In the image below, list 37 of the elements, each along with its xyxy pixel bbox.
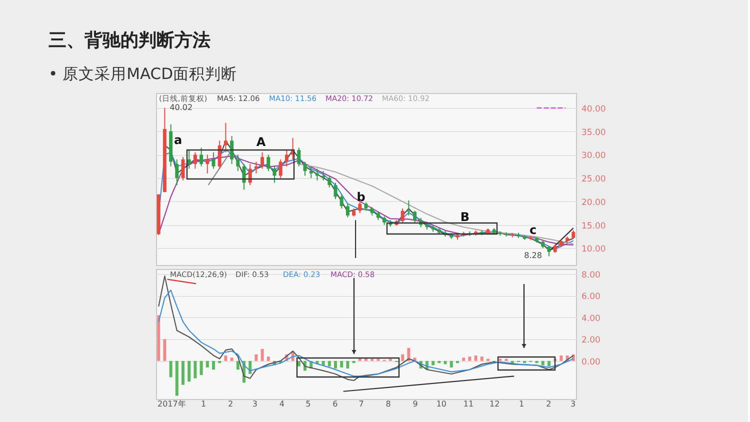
y-tick-label: 10.00 <box>582 244 606 255</box>
x-tick-label: 3 <box>570 400 576 408</box>
y-tick-label: 6.00 <box>582 292 600 302</box>
y-tick-label: 25.00 <box>582 174 606 185</box>
x-tick-label: 12 <box>490 400 500 408</box>
annotation: b <box>356 190 366 204</box>
y-tick-label: 40.00 <box>582 104 606 114</box>
annotation: A <box>256 135 266 149</box>
x-tick-label: 3 <box>252 400 258 408</box>
y-tick-label: 0.00 <box>582 357 600 368</box>
x-tick-label: 2 <box>546 400 552 408</box>
y-tick-label: 30.00 <box>582 151 606 162</box>
x-tick-label: 10 <box>436 400 447 408</box>
chart-title: 三、背驰的判断方法 <box>48 30 210 51</box>
x-tick-label: 1 <box>519 400 524 408</box>
x-tick-label: 9 <box>412 400 418 408</box>
annotation: a <box>174 133 182 147</box>
annotation: 8.28 <box>524 251 542 260</box>
x-tick-label: 8 <box>386 400 391 408</box>
y-tick-label: 8.00 <box>582 270 600 280</box>
x-tick-label: 5 <box>306 400 311 408</box>
y-tick-label: 20.00 <box>582 198 606 208</box>
annotation: 40.02 <box>170 102 193 112</box>
y-tick-label: 2.00 <box>582 336 600 346</box>
x-tick-label: 2 <box>228 400 234 408</box>
annotation: B <box>460 210 470 224</box>
annotation: c <box>529 223 537 237</box>
x-axis-title: 2017年 <box>158 400 186 408</box>
y-tick-label: 35.00 <box>582 128 606 138</box>
x-tick-label: 1 <box>201 400 206 408</box>
x-tick-label: 11 <box>463 400 474 408</box>
chart-subtitle: • 原文采用MACD面积判断 <box>48 65 238 83</box>
x-tick-label: 7 <box>358 400 364 408</box>
x-tick-label: 6 <box>332 400 338 408</box>
x-tick-label: 4 <box>279 400 285 408</box>
y-tick-label: 15.00 <box>582 221 606 232</box>
y-tick-label: 4.00 <box>582 314 600 324</box>
